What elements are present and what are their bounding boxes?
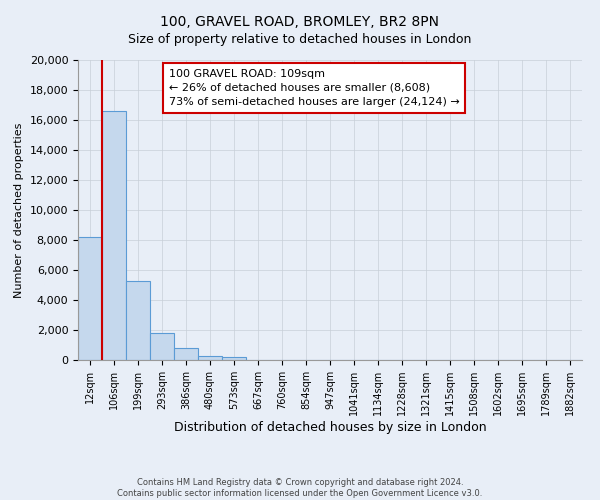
Bar: [102, 111, 126, 360]
Bar: [78, 237, 102, 360]
Text: 100 GRAVEL ROAD: 109sqm
← 26% of detached houses are smaller (8,608)
73% of semi: 100 GRAVEL ROAD: 109sqm ← 26% of detache…: [169, 69, 460, 107]
X-axis label: Distribution of detached houses by size in London: Distribution of detached houses by size …: [173, 421, 487, 434]
Bar: [174, 348, 198, 360]
Y-axis label: Number of detached properties: Number of detached properties: [14, 122, 24, 298]
Text: 100, GRAVEL ROAD, BROMLEY, BR2 8PN: 100, GRAVEL ROAD, BROMLEY, BR2 8PN: [161, 15, 439, 29]
Bar: [198, 356, 222, 360]
Bar: [126, 280, 150, 360]
Text: Contains HM Land Registry data © Crown copyright and database right 2024.
Contai: Contains HM Land Registry data © Crown c…: [118, 478, 482, 498]
Text: Size of property relative to detached houses in London: Size of property relative to detached ho…: [128, 32, 472, 46]
Bar: [222, 357, 246, 360]
Bar: [150, 333, 174, 360]
